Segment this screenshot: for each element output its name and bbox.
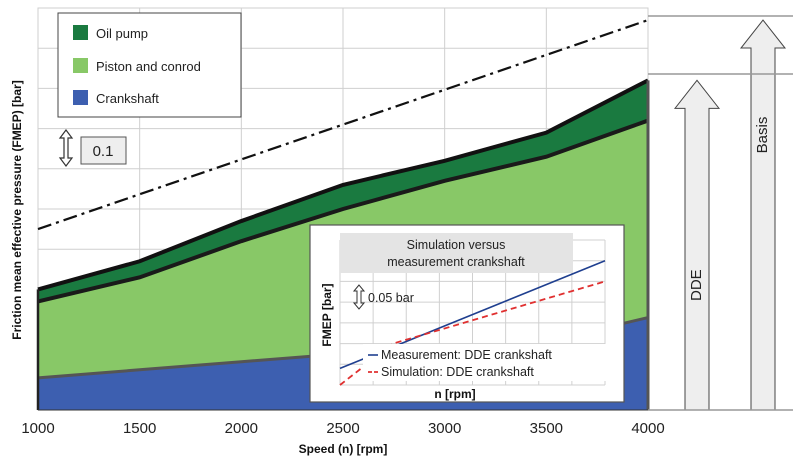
legend-label-oil-pump: Oil pump xyxy=(96,26,148,41)
oil-pump-area xyxy=(38,80,648,302)
inset-double-arrow-icon xyxy=(352,284,366,310)
basis-arrow-icon xyxy=(739,19,787,411)
legend: Oil pump Piston and conrod Crankshaft xyxy=(57,12,242,118)
piston-boundary-line xyxy=(37,118,649,304)
inset-simulation-line xyxy=(339,280,606,386)
x-tick-label: 2500 xyxy=(326,420,359,437)
legend-label-piston-conrod: Piston and conrod xyxy=(96,59,201,74)
scale-indicator: 0.1 xyxy=(58,129,127,167)
inset-legend-simulation: Simulation: DDE crankshaft xyxy=(381,365,534,379)
x-tick-label: 1000 xyxy=(21,420,54,437)
x-tick-label: 4000 xyxy=(631,420,664,437)
inset-title-line1: Simulation versus xyxy=(407,238,506,252)
scale-label-box xyxy=(80,136,127,165)
x-axis-title: Speed (n) [rpm] xyxy=(299,442,388,456)
inset-title-box xyxy=(340,233,573,273)
legend-swatch-crankshaft xyxy=(73,90,88,105)
x-tick-labels: 1000 1500 2000 2500 3000 3500 4000 xyxy=(21,420,664,437)
x-tick-label: 2000 xyxy=(225,420,258,437)
legend-swatch-oil-pump xyxy=(73,25,88,40)
x-tick-label: 3500 xyxy=(530,420,563,437)
dde-arrow-label: DDE xyxy=(688,269,705,301)
oil-pump-boundary-line xyxy=(37,78,649,292)
inset-chart: Simulation versus measurement crankshaft… xyxy=(309,224,625,403)
inset-title-line2: measurement crankshaft xyxy=(387,255,525,269)
scale-label: 0.1 xyxy=(93,143,114,160)
legend-label-crankshaft: Crankshaft xyxy=(96,91,159,106)
y-axis-title: Friction mean effective pressure (FMEP) … xyxy=(10,80,24,339)
inset-legend-box xyxy=(363,344,615,381)
inset-y-label: FMEP [bar] xyxy=(320,283,334,346)
legend-swatch-piston-conrod xyxy=(73,58,88,73)
inset-x-label: n [rpm] xyxy=(434,387,475,401)
dde-arrow-icon xyxy=(673,79,721,411)
inset-legend-measurement: Measurement: DDE crankshaft xyxy=(381,348,552,362)
basis-arrow-label: Basis xyxy=(754,117,771,154)
arrows-group: DDE Basis xyxy=(648,15,793,411)
double-arrow-icon xyxy=(58,129,74,167)
x-tick-label: 3000 xyxy=(428,420,461,437)
inset-scale-label: 0.05 bar xyxy=(368,291,414,305)
legend-box xyxy=(57,12,242,118)
x-tick-label: 1500 xyxy=(123,420,156,437)
